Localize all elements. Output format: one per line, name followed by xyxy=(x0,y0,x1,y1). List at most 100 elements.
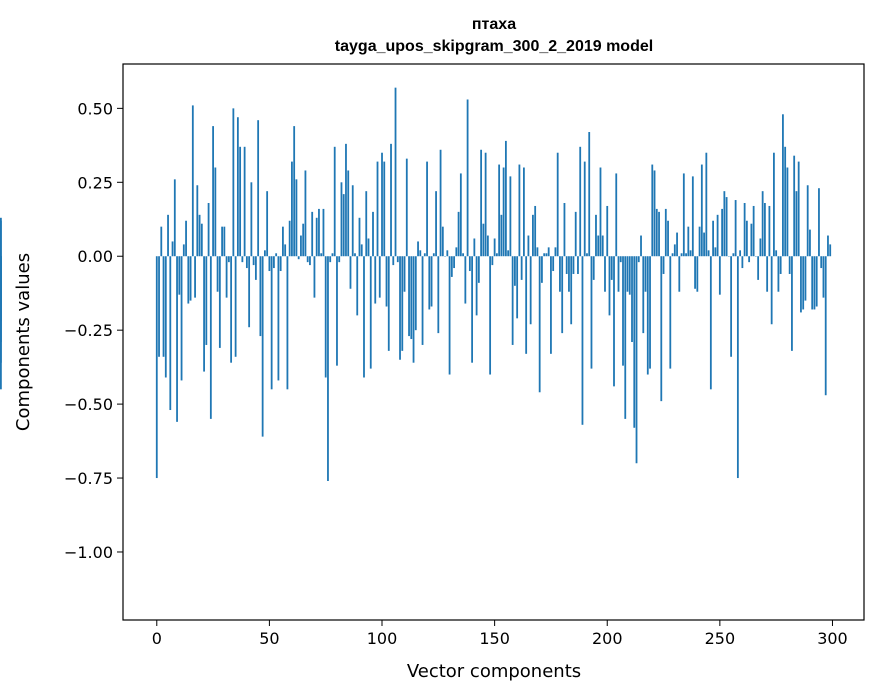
bar-165 xyxy=(527,235,530,257)
y-tick-label: −0.75 xyxy=(64,469,113,488)
bar-148 xyxy=(489,256,492,375)
bar-104 xyxy=(390,143,392,257)
bar-36 xyxy=(236,117,239,257)
bar-267 xyxy=(757,256,760,280)
bar-278 xyxy=(782,114,784,257)
bar-23 xyxy=(207,203,210,257)
bar-86 xyxy=(349,256,352,289)
bar-170 xyxy=(538,256,541,393)
bar-69 xyxy=(311,211,314,257)
bar-75 xyxy=(324,256,327,378)
bar-299 xyxy=(829,244,832,257)
bar-202 xyxy=(610,256,613,280)
bar-102 xyxy=(385,256,388,307)
bar-188 xyxy=(579,146,582,257)
bar-190 xyxy=(583,161,586,257)
bar-12 xyxy=(182,244,185,257)
bar-233 xyxy=(680,253,683,257)
bar-219 xyxy=(649,256,651,369)
bar-145 xyxy=(482,223,485,257)
bar-28 xyxy=(218,256,221,348)
bar-192 xyxy=(588,132,591,257)
bar-224 xyxy=(660,256,663,402)
bar-19 xyxy=(198,214,201,257)
x-tick-label: 0 xyxy=(152,629,162,648)
bar-79 xyxy=(333,146,336,257)
bar-179 xyxy=(559,256,561,292)
bar-137 xyxy=(464,256,467,304)
bar-83 xyxy=(342,194,345,257)
bar-206 xyxy=(619,256,622,263)
bar-17 xyxy=(194,256,196,298)
bar-151 xyxy=(495,253,498,257)
bar-95 xyxy=(369,256,372,369)
bar-180 xyxy=(561,256,564,334)
bar-58 xyxy=(286,256,289,390)
bar-32 xyxy=(227,256,230,263)
bar-216 xyxy=(642,256,645,334)
bar-54 xyxy=(277,256,280,381)
bar-114 xyxy=(412,256,415,363)
bar-121 xyxy=(428,256,431,310)
bar-119 xyxy=(423,253,426,257)
bar-65 xyxy=(302,223,305,257)
bar-211 xyxy=(631,256,633,342)
bar-31 xyxy=(225,256,228,298)
bar-140 xyxy=(471,256,473,363)
bar-47 xyxy=(261,256,264,437)
bar-287 xyxy=(802,256,805,310)
bar-273 xyxy=(770,256,773,325)
y-tick-label: 0.25 xyxy=(77,173,113,192)
bar-284 xyxy=(795,191,798,257)
bar-53 xyxy=(275,253,278,257)
bar-218 xyxy=(646,256,649,375)
bar-14 xyxy=(187,256,190,304)
bar-276 xyxy=(777,256,780,292)
bar-227 xyxy=(667,220,669,257)
bar-74 xyxy=(322,208,325,257)
bar-286 xyxy=(800,256,802,313)
bar-136 xyxy=(462,253,464,257)
bar-92 xyxy=(363,256,365,378)
bar-57 xyxy=(284,244,287,257)
bar-230 xyxy=(673,244,676,257)
bar-229 xyxy=(671,253,674,257)
bar-196 xyxy=(597,235,600,257)
bar-93 xyxy=(365,191,368,257)
bar-142 xyxy=(475,256,478,316)
bar-135 xyxy=(459,173,462,257)
bar-48 xyxy=(263,250,266,257)
bar-undefined xyxy=(0,217,2,257)
bar-271 xyxy=(766,256,769,292)
bar-85 xyxy=(347,170,350,257)
bar-112 xyxy=(408,256,410,337)
bar-191 xyxy=(586,253,588,257)
bar-103 xyxy=(387,256,390,351)
bar-235 xyxy=(685,253,687,257)
bar-105 xyxy=(392,256,395,266)
bar-174 xyxy=(547,247,550,257)
bar-116 xyxy=(417,241,419,257)
bar-248 xyxy=(714,247,717,257)
bar-123 xyxy=(432,253,435,257)
bar-51 xyxy=(270,256,273,390)
bar-68 xyxy=(309,256,311,266)
bar-21 xyxy=(203,256,205,372)
bar-27 xyxy=(216,256,219,292)
bar-177 xyxy=(554,247,557,257)
bar-167 xyxy=(532,214,534,257)
chart-subtitle: tayga_upos_skipgram_300_2_2019 model xyxy=(335,38,653,55)
bar-96 xyxy=(372,211,374,257)
bar-244 xyxy=(705,152,708,257)
bar-215 xyxy=(640,235,642,257)
bar-1 xyxy=(158,256,160,357)
y-axis: 0.50 0.25 0.00 −0.25 −0.50 −0.75 −1.00 xyxy=(64,99,123,562)
bar-166 xyxy=(529,256,532,325)
y-tick-label: 0.50 xyxy=(77,99,113,118)
bar-199 xyxy=(604,256,606,292)
x-axis-label: Vector components xyxy=(407,661,581,682)
bar-15 xyxy=(189,256,192,301)
bar-258 xyxy=(736,256,739,479)
bar-80 xyxy=(336,256,338,366)
bar-237 xyxy=(689,250,692,257)
